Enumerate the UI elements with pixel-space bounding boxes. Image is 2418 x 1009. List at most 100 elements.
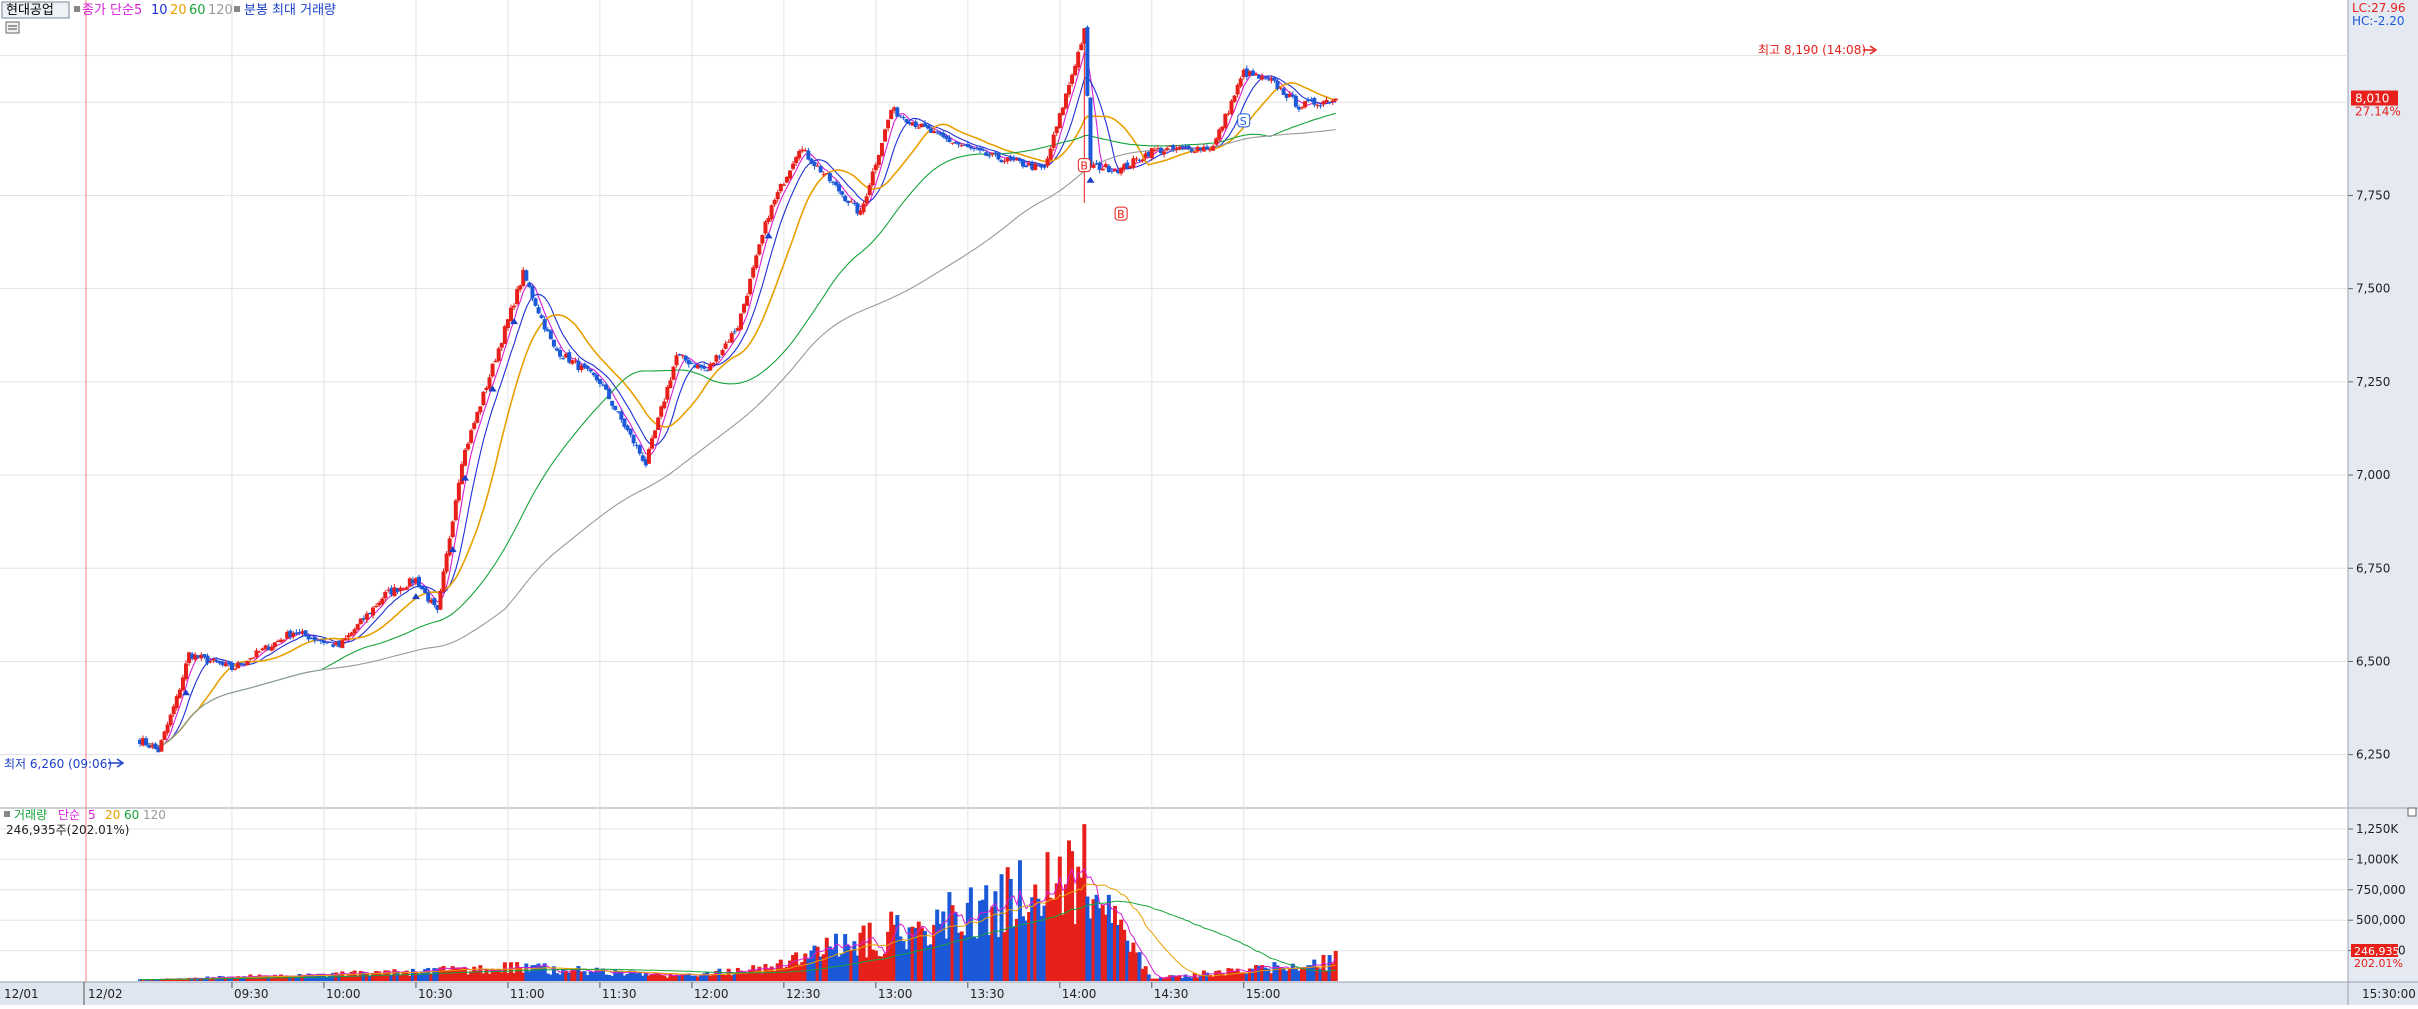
volume-bar	[981, 899, 986, 981]
candle-body	[1051, 134, 1056, 148]
volume-bar	[1275, 965, 1280, 981]
candle-body	[1070, 74, 1075, 84]
volume-bar	[898, 936, 903, 981]
volume-bar	[622, 975, 627, 981]
candle-body	[438, 590, 443, 610]
candle-body	[1214, 138, 1219, 145]
buy-arrow-icon	[488, 385, 497, 392]
candle-body	[1088, 97, 1093, 167]
candle-body	[959, 145, 964, 147]
vol-ma20-legend[interactable]: 20	[105, 808, 120, 822]
candle-body	[515, 289, 520, 305]
panel-toggle-icon[interactable]	[2407, 807, 2417, 817]
candle-body	[1177, 146, 1182, 149]
price-tick-label: 6,250	[2356, 748, 2390, 762]
volume-bar	[558, 974, 563, 981]
candle-body	[1275, 80, 1280, 89]
candle-body	[269, 646, 274, 651]
volume-bar	[1076, 866, 1081, 981]
candle-body	[1094, 163, 1099, 165]
volume-bar	[150, 979, 155, 981]
current-price-label: 8,010	[2355, 92, 2389, 106]
volume-ma-prefix[interactable]: 단순	[58, 808, 80, 822]
volume-bar	[729, 975, 734, 981]
candle-body	[263, 645, 268, 649]
volume-bar	[1063, 884, 1068, 981]
candle-body	[748, 278, 753, 295]
candle-body	[147, 745, 152, 748]
candle-body	[1171, 145, 1176, 150]
volume-current: 246,935주(202.01%)	[6, 823, 129, 837]
max-volume-legend[interactable]: 분봉 최대 거래량	[244, 3, 336, 18]
candle-body	[696, 364, 701, 369]
volume-bar	[355, 975, 360, 981]
volume-bar	[922, 930, 927, 981]
volume-bar	[705, 972, 710, 981]
volume-bar	[343, 976, 348, 981]
volume-bar	[1100, 904, 1105, 981]
ma60-legend[interactable]: 60	[189, 3, 206, 18]
volume-bar	[429, 973, 434, 981]
candle-body	[279, 639, 284, 643]
candle-body	[389, 588, 394, 595]
candle-body	[417, 576, 422, 588]
candle-body	[260, 648, 265, 651]
vol-ma60-legend[interactable]: 60	[124, 808, 139, 822]
price-tick-label: 7,500	[2356, 282, 2390, 296]
volume-bar	[239, 977, 244, 981]
stock-name[interactable]: 현대공업	[6, 3, 54, 18]
candle-body	[1211, 146, 1216, 151]
volume-bar	[1250, 968, 1255, 981]
vol-ma120-legend[interactable]: 120	[143, 808, 166, 822]
volume-bar	[671, 975, 676, 981]
candle-body	[1226, 113, 1231, 115]
candle-body	[548, 330, 553, 340]
volume-bar	[1165, 976, 1170, 981]
volume-title[interactable]: 거래량	[14, 808, 47, 822]
volume-bar	[1082, 824, 1087, 981]
stock-name-box[interactable]	[1, 1, 70, 19]
candle-body	[401, 588, 406, 590]
volume-bar	[199, 979, 204, 981]
candle-body	[573, 360, 578, 362]
volume-bar	[512, 972, 517, 981]
candle-body	[251, 657, 256, 659]
volume-bar	[1269, 973, 1274, 981]
candle-body	[355, 624, 360, 630]
candle-body	[211, 659, 216, 661]
candle-body	[570, 360, 575, 364]
vol-ma5-legend[interactable]: 5	[88, 808, 96, 822]
candle-body	[929, 128, 934, 133]
ma10-legend[interactable]: 10	[151, 3, 168, 18]
ma-legend-prefix[interactable]: 종가 단순	[82, 3, 134, 18]
volume-bar	[1011, 926, 1016, 981]
candle-body	[1306, 100, 1311, 102]
volume-bar	[588, 971, 593, 981]
volume-bar	[386, 970, 391, 981]
candle-body	[1263, 77, 1268, 79]
volume-bar	[1327, 955, 1332, 981]
candle-body	[254, 650, 259, 658]
candle-body	[288, 630, 293, 638]
candle-body	[610, 400, 615, 406]
menu-icon[interactable]	[5, 21, 20, 34]
volume-bar	[809, 950, 814, 981]
ma20-legend[interactable]: 20	[170, 3, 187, 18]
candle-body	[861, 203, 866, 213]
ma5-legend[interactable]: 5	[134, 3, 142, 18]
volume-bar	[325, 976, 330, 981]
candle-body	[346, 635, 351, 638]
candle-body	[631, 435, 636, 444]
volume-bar	[1094, 894, 1099, 981]
candle-body	[987, 155, 992, 157]
volume-bar	[364, 973, 369, 981]
volume-bar	[852, 941, 857, 981]
volume-bar	[1287, 969, 1292, 981]
volume-bar	[291, 976, 296, 981]
high-annotation: 최고 8,190 (14:08)	[1758, 43, 1866, 57]
ma120-legend[interactable]: 120	[208, 3, 233, 18]
volume-bar	[711, 975, 716, 981]
candle-body	[849, 201, 854, 203]
volume-bar	[567, 972, 572, 981]
candle-body	[150, 745, 155, 748]
